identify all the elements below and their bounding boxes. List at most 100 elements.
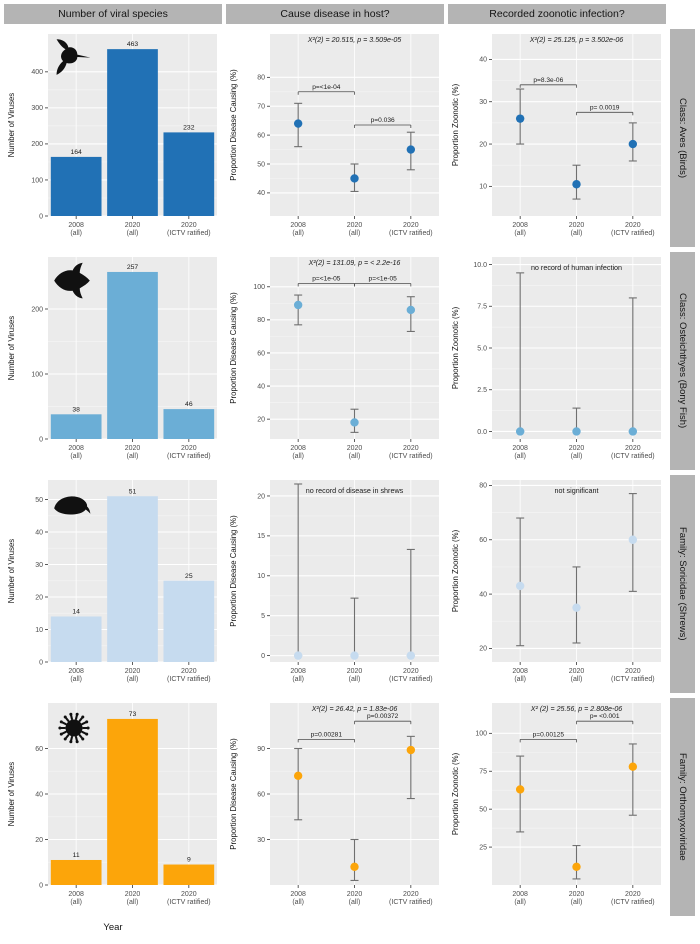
y-axis-title: Number of Viruses [7, 539, 16, 604]
y-tick-label: 15 [257, 533, 265, 540]
point-estimate [350, 651, 359, 660]
x-tick-label: (ICTV ratified) [167, 676, 211, 683]
x-tick-label: (all) [292, 899, 304, 906]
panel-flu-counts: 11 73 9 0 20 40 60 2008 (all) 2020 (all) 2020 (ICTV … [4, 698, 222, 916]
bar [163, 132, 215, 216]
y-tick-label: 80 [257, 317, 265, 324]
x-tick-label: (all) [292, 230, 304, 237]
point-estimate [350, 862, 359, 871]
x-tick-label: (all) [70, 453, 82, 460]
y-tick-label: 40 [35, 791, 43, 798]
bar [163, 864, 215, 885]
x-tick-label: (ICTV ratified) [611, 899, 655, 906]
x-tick-label: (all) [514, 453, 526, 460]
bar-value-label: 14 [72, 609, 80, 616]
y-tick-label: 60 [257, 350, 265, 357]
panel-flu-zoonotic: p=0.00125 p= <0.001 X² (2) = 25.56, p = 2.… [448, 698, 666, 916]
x-tick-label: 2020 [181, 222, 197, 229]
shrew-icon [54, 496, 91, 515]
panel-shrews-zoonotic: not significant 20 40 60 80 2008 (all) 2020 (all… [448, 475, 666, 693]
y-axis-title: Proportion Disease Causing (%) [229, 292, 238, 404]
y-axis-title: Proportion Zoonotic (%) [451, 306, 460, 389]
y-tick-label: 2.5 [477, 387, 487, 394]
y-tick-label: 0 [39, 882, 43, 889]
y-axis-title: Proportion Disease Causing (%) [229, 69, 238, 181]
x-tick-label: (all) [514, 676, 526, 683]
chi-square-stat-label: X²(2) = 26.42, p = 1.83e-06 [311, 705, 398, 713]
y-tick-label: 30 [479, 99, 487, 106]
column-header-zoonotic: Recorded zoonotic infection? [448, 4, 666, 24]
y-tick-label: 60 [479, 537, 487, 544]
fish-icon [54, 262, 90, 299]
bar [50, 414, 102, 439]
y-tick-label: 75 [479, 769, 487, 776]
x-tick-label: (all) [349, 230, 361, 237]
y-tick-label: 0 [261, 653, 265, 660]
row-strip-fish: Class: Osteichthyes (Bony Fish) [670, 252, 695, 470]
y-tick-label: 20 [35, 594, 43, 601]
y-tick-label: 0 [39, 213, 43, 220]
panel-shrews-counts: 14 51 25 0 10 20 30 40 50 2008 (all) 2020 (all) 2020(… [4, 475, 222, 693]
y-tick-label: 10 [257, 573, 265, 580]
y-tick-label: 5.0 [477, 345, 487, 352]
point-estimate [628, 762, 638, 771]
y-tick-label: 40 [479, 591, 487, 598]
y-tick-label: 60 [257, 132, 265, 139]
x-tick-label: (all) [514, 230, 526, 237]
x-tick-label: 2020 [403, 222, 419, 229]
bar-value-label: 257 [127, 264, 139, 271]
x-tick-label: 2020 [569, 891, 585, 898]
y-tick-label: 100 [31, 371, 43, 378]
bar-chart-shrews: 145125010203040502008(all)2020(all)2020(… [7, 480, 217, 683]
comparison-p-label: p=0.036 [371, 117, 395, 124]
point-estimate [406, 745, 416, 755]
x-tick-label: (ICTV ratified) [389, 230, 433, 237]
comparison-p-label: p= 0.0019 [590, 104, 620, 111]
bar-value-label: 164 [70, 149, 82, 156]
y-tick-label: 40 [479, 57, 487, 64]
x-tick-label: (ICTV ratified) [611, 453, 655, 460]
bar [50, 859, 102, 885]
x-tick-label: (all) [349, 899, 361, 906]
comparison-p-label: p=<1e-04 [312, 84, 341, 91]
x-tick-label: 2020 [403, 891, 419, 898]
bar-chart-fish: 382574601002002008(all)2020(all)2020(ICT… [7, 257, 217, 460]
pointrange-chart-fish-zoonotic: no record of human infection 0.0 2.5 5.0 7.5… [451, 257, 661, 460]
bar-value-label: 51 [129, 488, 137, 495]
comparison-p-label: p= <0.001 [590, 713, 620, 720]
point-estimate [628, 535, 638, 544]
point-estimate [515, 785, 525, 794]
bar-value-label: 9 [187, 857, 191, 864]
x-tick-label: 2008 [290, 445, 306, 452]
x-tick-label: 2008 [68, 891, 84, 898]
comparison-p-label: p=0.00125 [533, 731, 565, 738]
y-tick-label: 30 [35, 562, 43, 569]
comparison-p-label: p=<1e-05 [312, 275, 341, 282]
x-tick-label: 2020 [125, 222, 141, 229]
x-tick-label: 2008 [290, 222, 306, 229]
x-tick-label: (all) [571, 899, 583, 906]
y-tick-label: 60 [35, 746, 43, 753]
y-tick-label: 80 [257, 75, 265, 82]
y-axis-title: Proportion Disease Causing (%) [229, 738, 238, 850]
y-axis-title: Proportion Zoonotic (%) [451, 529, 460, 612]
row-strip-fish-label: Class: Osteichthyes (Bony Fish) [677, 293, 688, 429]
row-strip-shrews: Family: Soricidae (Shrews) [670, 475, 695, 693]
x-tick-label: 2020 [403, 668, 419, 675]
pointrange-chart-fish-disease: p=<1e-05 p=<1e-05 X²(2) = 131.09, p = < 2.… [229, 257, 439, 460]
virus-icon [58, 712, 90, 744]
row-strip-aves-label: Class: Aves (Birds) [677, 97, 688, 179]
point-estimate [572, 180, 581, 189]
x-tick-label: 2008 [512, 222, 528, 229]
y-tick-label: 100 [475, 731, 487, 738]
y-tick-label: 0.0 [477, 429, 487, 436]
x-tick-label: 2020 [625, 891, 641, 898]
y-tick-label: 100 [253, 284, 265, 291]
x-tick-label: (ICTV ratified) [167, 899, 211, 906]
y-tick-label: 25 [479, 844, 487, 851]
panel-aves-counts: 164 463 232 0 100 200 300 400 2008 (all) 2020 (all)… [4, 29, 222, 247]
y-tick-label: 50 [35, 497, 43, 504]
bar [107, 271, 158, 439]
